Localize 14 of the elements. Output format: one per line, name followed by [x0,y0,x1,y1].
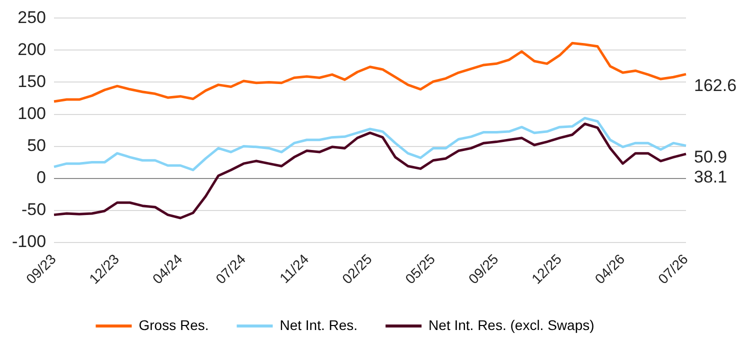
annotation: 162.6 [694,76,737,95]
y-tick-label: 200 [18,40,46,59]
annotation: 50.9 [694,147,728,166]
y-tick-label: 250 [18,8,46,27]
y-tick-label: -100 [12,232,46,252]
legend-label: Net Int. Res. [280,316,358,333]
y-tick-label: -50 [21,200,46,220]
y-tick-label: 0 [36,168,46,187]
y-tick-label: 100 [18,104,46,123]
y-tick-label: 50 [27,136,46,155]
legend-label: Gross Res. [138,316,209,333]
annotation: 38.1 [694,167,728,186]
y-tick-label: 150 [18,72,46,91]
legend-label: Net Int. Res. (excl. Swaps) [428,316,594,333]
